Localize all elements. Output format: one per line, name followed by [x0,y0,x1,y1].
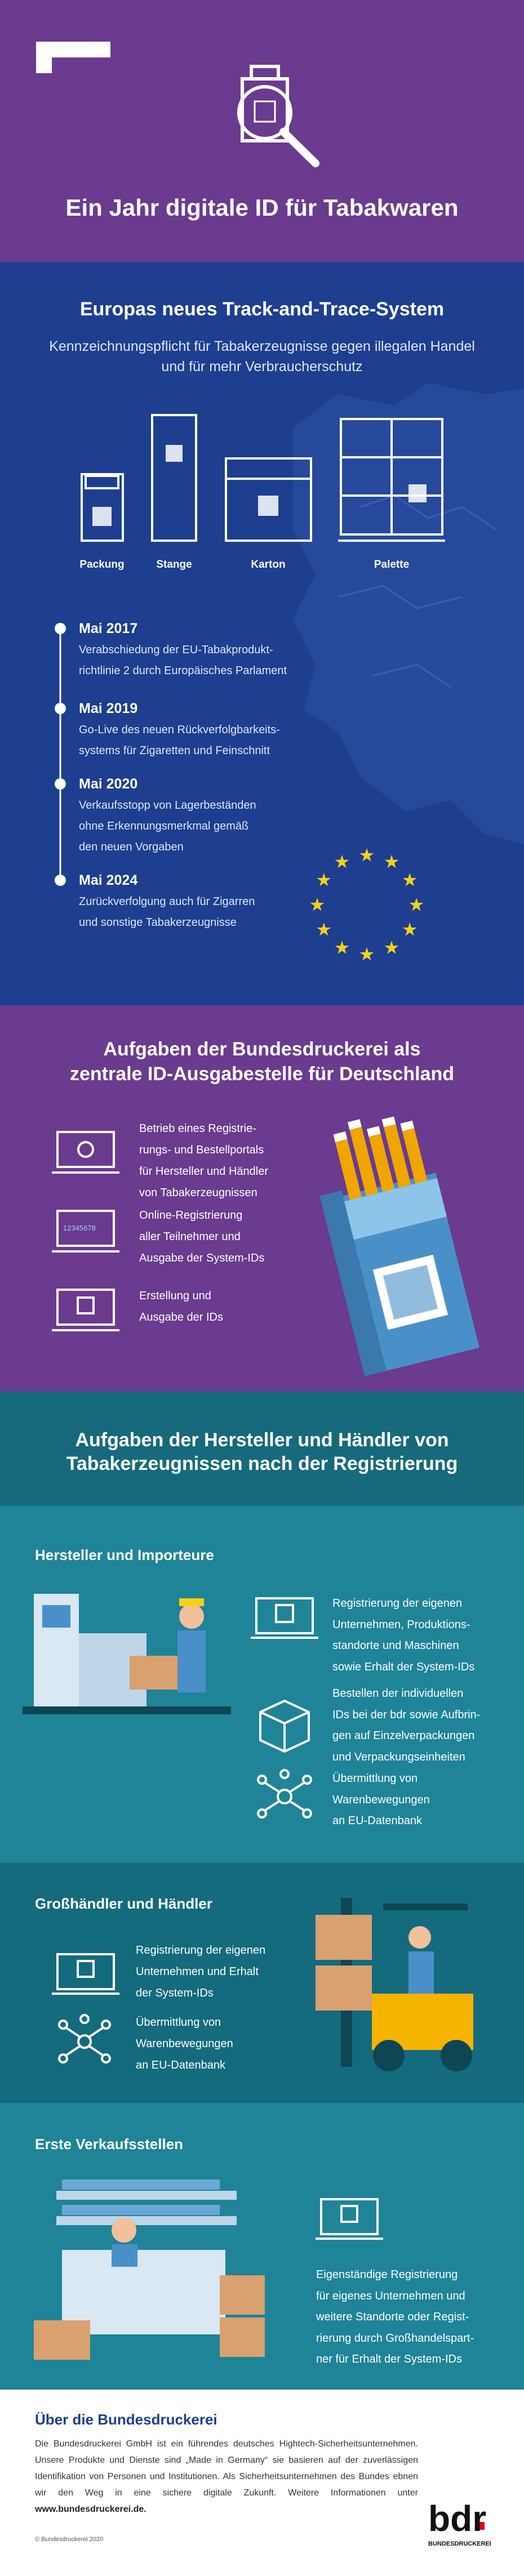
page-title: Ein Jahr digitale ID für Tabakwaren [65,194,459,221]
eu-star [402,922,417,936]
task-text: Bestellen der individuellen [332,1687,464,1700]
about-title: Über die Bundesdruckerei [35,2411,217,2428]
packaging-label: Stange [156,559,192,571]
task-text: Registrierung der eigenen [136,1944,266,1956]
task-text: rierung durch Großhandelspart- [316,2332,474,2345]
about-link[interactable]: www.bundesdruckerei.de. [35,2504,146,2514]
task-text: für eigenes Unternehmen und [316,2289,465,2302]
timeline-date: Mai 2024 [79,872,138,888]
screen-text: 12345678 [63,1224,96,1232]
task-text: und Verpackungseinheiten [332,1750,465,1763]
task-text: an EU-Datenbank [332,1815,422,1827]
timeline-text: ohne Erkennungsmerkmal gemäß [79,820,249,832]
task-text: Online-Registrierung [139,1209,243,1222]
about-text: Die Bundesdruckerei GmbH ist ein führend… [35,2436,418,2517]
group-heading: Hersteller und Importeure [35,1547,214,1563]
eu-star [359,947,374,961]
task-text: rungs- und Bestellportals [139,1144,264,1156]
eu-star [335,854,349,868]
packaging-label: Karton [251,559,286,571]
timeline-date: Mai 2020 [79,776,138,792]
eu-star [335,941,349,954]
task-text: an EU-Datenbank [136,2059,225,2071]
task-text: standorte und Maschinen [332,1639,459,1652]
task-text: Betrieb eines Registrie- [139,1122,256,1135]
task-text: Ausgabe der IDs [139,1311,223,1323]
packaging-label: Packung [79,559,125,571]
timeline-text: systems für Zigaretten und Feinschnitt [79,745,270,757]
task-text: weitere Standorte oder Regist- [316,2311,469,2323]
timeline-date: Mai 2017 [79,621,138,636]
logo-wordmark: bdr [428,2498,487,2539]
section-title: Aufgaben der Hersteller und Händler von [75,1429,449,1451]
eu-star [317,922,331,936]
task-text: Erstellung und [139,1290,211,1302]
group-heading: Großhändler und Händler [35,1895,212,1912]
eu-star [409,898,424,911]
task-text: ner für Erhalt der System-IDs [316,2353,462,2365]
task-text: der System-IDs [136,1987,214,1999]
about-paragraph: Die Bundesdruckerei GmbH ist ein führend… [35,2439,418,2498]
timeline-date: Mai 2019 [79,701,138,716]
task-text: Warenbewegungen [332,1793,430,1806]
timeline-text: und sonstige Tabakerzeugnisse [79,916,237,929]
packaging-label: Palette [374,559,410,571]
section-title: Europas neues Track-and-Trace-System [79,298,445,320]
eu-star [384,941,399,954]
copyright: © Bundesdruckerei 2020 [35,2536,104,2543]
task-text: Unternehmen und Erhalt [136,1966,259,1978]
eu-star [384,854,399,868]
eu-star [402,873,417,886]
section-title: Tabakerzeugnissen nach der Registrierung [66,1453,458,1474]
timeline-text: Verabschiedung der EU-Tabakprodukt- [79,644,273,656]
task-text: Eigenständige Registrierung [316,2269,458,2281]
section-title: zentrale ID-Ausgabestelle für Deutschlan… [69,1063,455,1085]
task-text: für Hersteller und Händler [139,1165,268,1178]
task-text: Warenbewegungen [136,2038,233,2050]
task-text: Registrierung der eigenen [332,1597,463,1610]
task-text: sowie Erhalt der System-IDs [332,1660,475,1673]
task-text: aller Teilnehmer und [139,1231,241,1243]
timeline-text: Go-Live des neuen Rückverfolgbarkeits- [79,724,280,736]
section-subtitle: und für mehr Verbraucherschutz [161,359,363,375]
eu-star [359,848,374,862]
timeline-text: Zurückverfolgung auch für Zigarren [79,895,255,908]
group-heading: Erste Verkaufsstellen [35,2136,184,2152]
eu-star [310,898,325,911]
section-subtitle: Kennzeichnungspflicht für Tabakerzeugnis… [49,338,475,354]
task-text: Übermittlung von [136,2016,221,2029]
timeline-text: den neuen Vorgaben [79,841,184,853]
section-title: Aufgaben der Bundesdruckerei als [103,1039,421,1060]
task-text: Ausgabe der System-IDs [139,1252,265,1264]
task-text: Unternehmen, Produktions- [332,1618,470,1631]
task-text: gen auf Einzelverpackungen [332,1730,475,1742]
timeline-text: richtlinie 2 durch Europäisches Parlamen… [79,665,287,677]
logo-name: BUNDESDRUCKEREI [428,2541,491,2547]
task-text: von Tabakerzeugnissen [139,1187,257,1199]
task-text: Übermittlung von [332,1772,418,1785]
eu-star [317,873,331,886]
timeline-text: Verkaufsstopp von Lagerbeständen [79,799,256,812]
task-text: IDs bei der bdr sowie Aufbrin- [332,1708,481,1721]
